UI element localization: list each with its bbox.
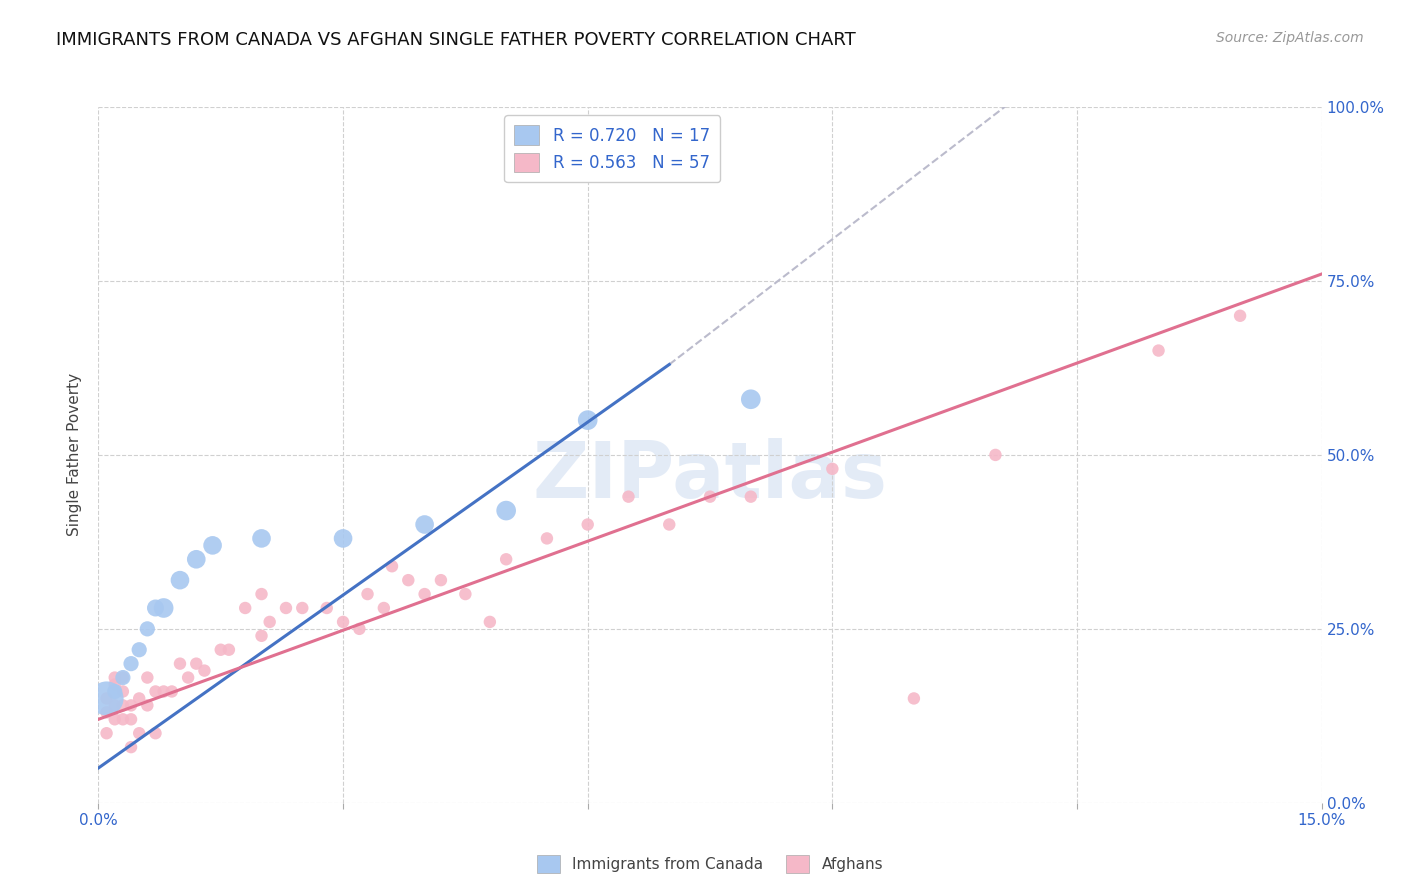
- Point: [536, 532, 558, 546]
- Point: [699, 490, 721, 504]
- Point: [413, 517, 436, 532]
- Point: [576, 413, 599, 427]
- Point: [478, 615, 501, 629]
- Point: [136, 698, 159, 713]
- Point: [160, 684, 183, 698]
- Point: [104, 712, 127, 726]
- Point: [740, 392, 762, 407]
- Point: [169, 657, 191, 671]
- Point: [1147, 343, 1170, 358]
- Point: [740, 490, 762, 504]
- Point: [96, 691, 118, 706]
- Point: [495, 552, 517, 566]
- Point: [152, 601, 174, 615]
- Point: [128, 726, 150, 740]
- Point: [250, 629, 273, 643]
- Point: [169, 573, 191, 587]
- Point: [1229, 309, 1251, 323]
- Point: [104, 677, 127, 691]
- Point: [233, 601, 256, 615]
- Point: [128, 691, 150, 706]
- Point: [349, 622, 371, 636]
- Point: [250, 532, 273, 546]
- Point: [145, 726, 167, 740]
- Legend: Immigrants from Canada, Afghans: Immigrants from Canada, Afghans: [531, 849, 889, 879]
- Point: [145, 684, 167, 698]
- Point: [145, 601, 167, 615]
- Point: [136, 671, 159, 685]
- Point: [96, 726, 118, 740]
- Point: [259, 615, 281, 629]
- Point: [576, 517, 599, 532]
- Point: [186, 657, 208, 671]
- Point: [111, 671, 134, 685]
- Point: [193, 664, 215, 678]
- Point: [396, 573, 419, 587]
- Point: [332, 615, 354, 629]
- Point: [120, 698, 142, 713]
- Point: [186, 552, 208, 566]
- Point: [201, 538, 224, 552]
- Point: [111, 712, 134, 726]
- Point: [96, 691, 118, 706]
- Text: ZIPatlas: ZIPatlas: [533, 438, 887, 514]
- Point: [111, 684, 134, 698]
- Point: [821, 462, 844, 476]
- Point: [495, 503, 517, 517]
- Point: [209, 642, 232, 657]
- Point: [104, 698, 127, 713]
- Point: [104, 671, 127, 685]
- Point: [430, 573, 453, 587]
- Point: [120, 712, 142, 726]
- Text: IMMIGRANTS FROM CANADA VS AFGHAN SINGLE FATHER POVERTY CORRELATION CHART: IMMIGRANTS FROM CANADA VS AFGHAN SINGLE …: [56, 31, 856, 49]
- Y-axis label: Single Father Poverty: Single Father Poverty: [67, 374, 83, 536]
- Point: [274, 601, 297, 615]
- Point: [104, 684, 127, 698]
- Point: [617, 490, 640, 504]
- Point: [136, 622, 159, 636]
- Point: [984, 448, 1007, 462]
- Point: [903, 691, 925, 706]
- Point: [120, 657, 142, 671]
- Point: [454, 587, 477, 601]
- Point: [111, 671, 134, 685]
- Point: [373, 601, 395, 615]
- Point: [413, 587, 436, 601]
- Point: [356, 587, 378, 601]
- Point: [291, 601, 314, 615]
- Point: [332, 532, 354, 546]
- Point: [120, 740, 142, 755]
- Point: [218, 642, 240, 657]
- Point: [381, 559, 404, 574]
- Point: [111, 698, 134, 713]
- Point: [128, 642, 150, 657]
- Point: [177, 671, 200, 685]
- Point: [315, 601, 337, 615]
- Point: [250, 587, 273, 601]
- Point: [152, 684, 174, 698]
- Point: [658, 517, 681, 532]
- Point: [96, 706, 118, 720]
- Text: Source: ZipAtlas.com: Source: ZipAtlas.com: [1216, 31, 1364, 45]
